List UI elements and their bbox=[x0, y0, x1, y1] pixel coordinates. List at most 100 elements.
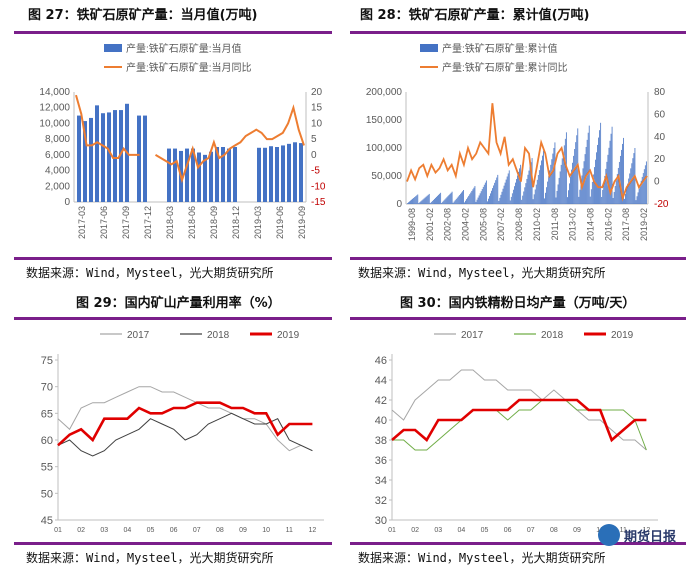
bar bbox=[602, 189, 604, 204]
legend-label: 产量:铁矿石原矿量:累计同比 bbox=[442, 61, 568, 74]
x-tick-label: 10 bbox=[262, 527, 270, 534]
bar bbox=[625, 193, 626, 204]
bar bbox=[77, 115, 81, 202]
bar bbox=[553, 148, 555, 204]
bar bbox=[269, 146, 273, 202]
bar bbox=[576, 135, 578, 204]
x-tick-label: 02 bbox=[411, 527, 419, 534]
x-tick-label: 2019-06 bbox=[275, 206, 285, 239]
x-tick-label: 06 bbox=[504, 527, 512, 534]
y-tick-label: 65 bbox=[41, 408, 53, 420]
bar bbox=[528, 170, 530, 204]
bar bbox=[191, 148, 195, 202]
bar bbox=[550, 164, 552, 204]
bar bbox=[83, 121, 87, 202]
figure-29-caption: 图 29：国内矿山产量利用率（%） bbox=[76, 296, 281, 311]
bar bbox=[575, 142, 577, 204]
bar bbox=[545, 192, 546, 204]
bar bbox=[107, 112, 111, 202]
x-tick-label: 2005-08 bbox=[478, 208, 488, 241]
bar bbox=[436, 196, 437, 204]
bar bbox=[515, 182, 516, 204]
bar bbox=[496, 177, 498, 204]
watermark-logo-icon bbox=[598, 524, 620, 546]
bar bbox=[445, 198, 447, 204]
y-tick-label: 200,000 bbox=[366, 87, 403, 98]
bar bbox=[567, 197, 568, 204]
bar bbox=[485, 180, 487, 204]
bar bbox=[592, 174, 594, 204]
x-tick-label: 2018-03 bbox=[165, 206, 175, 239]
bar bbox=[591, 181, 593, 204]
bar bbox=[521, 199, 523, 204]
y-tick-label: 0 bbox=[64, 197, 70, 208]
bar bbox=[455, 198, 457, 204]
bar bbox=[491, 190, 492, 204]
x-tick-label: 2017-09 bbox=[121, 206, 131, 239]
bar bbox=[119, 110, 123, 202]
bar bbox=[533, 194, 535, 204]
bar bbox=[434, 198, 435, 204]
bar bbox=[481, 189, 483, 204]
bar bbox=[480, 191, 482, 204]
y-tick-label: 45 bbox=[41, 515, 53, 527]
figure-30-rule bbox=[350, 317, 686, 320]
bar bbox=[415, 196, 417, 204]
bar bbox=[574, 149, 576, 204]
bar bbox=[510, 196, 512, 204]
bar bbox=[557, 184, 559, 204]
bar bbox=[621, 149, 622, 204]
bar bbox=[605, 168, 607, 204]
bar bbox=[450, 192, 452, 204]
y2-tick-label: 20 bbox=[311, 87, 323, 98]
bar bbox=[613, 191, 615, 204]
bar bbox=[473, 187, 475, 204]
y-tick-label: 42 bbox=[375, 395, 387, 407]
bar bbox=[551, 159, 553, 204]
bar bbox=[425, 196, 427, 204]
bar bbox=[554, 142, 556, 204]
bar bbox=[527, 174, 529, 204]
bar bbox=[203, 154, 207, 202]
bar bbox=[484, 182, 486, 204]
x-tick-label: 04 bbox=[457, 527, 465, 534]
bar bbox=[221, 147, 225, 202]
bar bbox=[503, 185, 505, 204]
y2-tick-label: -5 bbox=[311, 166, 320, 177]
bar bbox=[257, 147, 261, 202]
bar bbox=[573, 155, 575, 204]
bar bbox=[626, 188, 628, 204]
bar bbox=[608, 147, 610, 204]
x-tick-label: 2019-03 bbox=[253, 206, 263, 239]
bar bbox=[418, 203, 420, 204]
bar bbox=[635, 200, 637, 204]
y-tick-label: 2,000 bbox=[45, 181, 70, 192]
series-line-2018 bbox=[392, 399, 647, 451]
bar bbox=[562, 151, 564, 204]
bar bbox=[537, 174, 539, 204]
y2-tick-label: 80 bbox=[654, 87, 666, 98]
bar bbox=[603, 182, 605, 204]
bar bbox=[581, 175, 583, 204]
bar bbox=[517, 175, 518, 204]
y-tick-label: 14,000 bbox=[39, 87, 70, 98]
bar bbox=[615, 179, 617, 204]
bar bbox=[474, 186, 476, 204]
bar bbox=[616, 173, 618, 204]
bar bbox=[601, 196, 603, 204]
bar bbox=[505, 179, 507, 204]
y-tick-label: 10,000 bbox=[39, 118, 70, 129]
bar bbox=[492, 188, 493, 204]
y-tick-label: 30 bbox=[375, 515, 387, 527]
x-tick-label: 12 bbox=[309, 527, 317, 534]
bar bbox=[89, 117, 93, 202]
bar bbox=[209, 151, 213, 202]
bar bbox=[137, 115, 141, 202]
bar bbox=[411, 199, 412, 204]
figure-29-rule-bottom bbox=[14, 542, 332, 545]
bar bbox=[478, 195, 480, 204]
bar bbox=[543, 150, 544, 204]
bar bbox=[627, 183, 629, 204]
